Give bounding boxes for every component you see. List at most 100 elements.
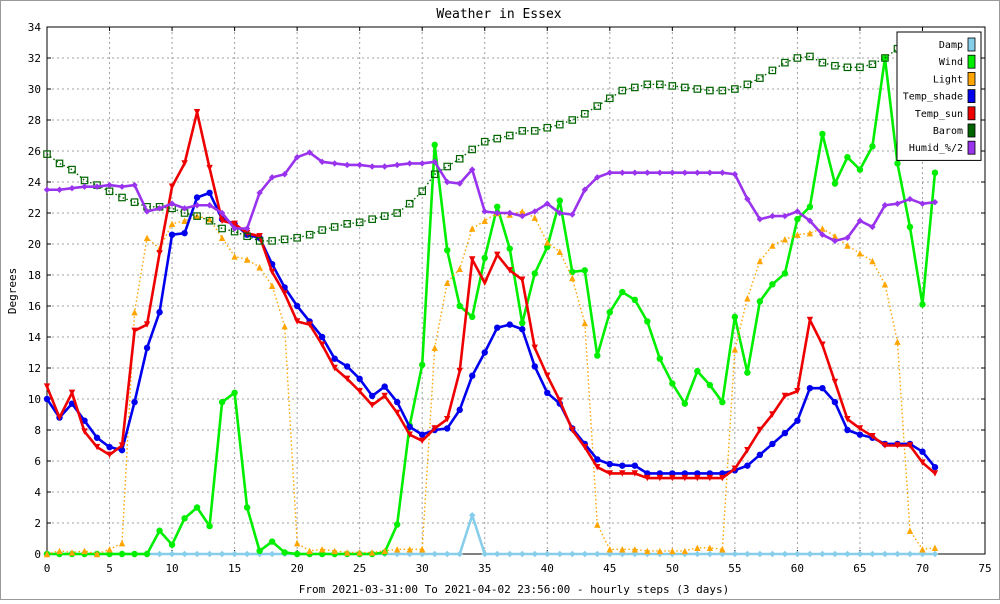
data-point — [268, 538, 276, 545]
data-point — [393, 398, 401, 406]
data-point — [694, 544, 701, 551]
data-point — [581, 319, 588, 327]
data-point — [831, 378, 839, 386]
data-point — [718, 86, 727, 95]
data-point — [268, 237, 276, 245]
data-point — [55, 159, 64, 168]
y-tick-label: 18 — [28, 269, 41, 282]
data-point — [656, 169, 664, 176]
data-point — [881, 281, 889, 288]
data-point — [606, 460, 613, 468]
legend-swatch — [967, 140, 976, 155]
data-point — [706, 544, 714, 551]
data-point — [568, 116, 577, 124]
data-point — [456, 180, 463, 187]
series-line-light — [46, 210, 936, 555]
data-point — [781, 212, 789, 220]
data-point — [819, 231, 826, 238]
data-point — [769, 550, 776, 558]
data-point — [556, 197, 563, 204]
data-point — [555, 120, 564, 129]
x-tick-label: 20 — [291, 562, 304, 575]
data-point — [444, 550, 451, 558]
data-point — [806, 217, 814, 224]
data-point — [631, 462, 639, 469]
data-point — [268, 282, 276, 290]
data-point — [381, 383, 388, 390]
data-point — [368, 402, 376, 409]
legend-swatch — [967, 89, 976, 103]
data-point — [43, 186, 51, 193]
data-point — [706, 169, 714, 176]
data-point — [243, 256, 251, 263]
data-point — [281, 549, 288, 556]
data-point — [506, 550, 513, 558]
data-point — [443, 162, 452, 171]
data-point — [869, 223, 876, 231]
data-point — [756, 74, 764, 82]
data-point — [456, 302, 463, 310]
data-point — [456, 550, 463, 558]
data-point — [181, 550, 188, 558]
data-point — [744, 550, 751, 558]
x-tick-label: 10 — [165, 562, 178, 575]
series-group — [43, 44, 939, 558]
data-point — [118, 539, 126, 547]
data-point — [343, 161, 351, 169]
data-point — [631, 169, 639, 176]
data-point — [131, 327, 138, 334]
data-point — [381, 392, 388, 400]
data-point — [631, 83, 639, 92]
data-point — [606, 169, 613, 176]
data-point — [631, 546, 639, 553]
data-point — [393, 546, 401, 553]
data-point — [393, 161, 401, 169]
data-point — [118, 550, 126, 558]
data-point — [656, 355, 664, 362]
data-point — [481, 550, 488, 558]
data-point — [593, 102, 602, 110]
data-point — [106, 181, 113, 189]
data-point — [894, 550, 901, 558]
data-point — [231, 253, 238, 260]
x-tick-label: 75 — [978, 562, 991, 575]
x-tick-label: 0 — [44, 562, 51, 575]
data-point — [781, 392, 789, 400]
data-point — [106, 443, 113, 451]
data-point — [293, 154, 301, 161]
data-point — [519, 550, 526, 558]
data-point — [481, 279, 488, 286]
data-point — [556, 209, 563, 217]
data-point — [193, 194, 201, 201]
data-point — [293, 539, 301, 547]
data-point — [206, 550, 213, 558]
data-point — [606, 470, 613, 477]
data-point — [81, 417, 88, 424]
data-point — [181, 205, 188, 212]
data-point — [856, 63, 864, 72]
data-point — [156, 527, 163, 534]
data-point — [80, 176, 89, 185]
data-point — [331, 355, 338, 362]
x-tick-label: 25 — [353, 562, 366, 575]
data-point — [331, 364, 338, 372]
data-point — [856, 217, 864, 224]
data-point — [181, 229, 188, 237]
data-point — [81, 183, 88, 190]
data-point — [631, 296, 639, 303]
data-point — [831, 61, 839, 70]
legend-label: Temp_sun — [915, 109, 963, 120]
y-tick-label: 6 — [34, 455, 41, 468]
data-point — [469, 225, 476, 232]
data-point — [243, 504, 251, 511]
data-point — [619, 169, 626, 176]
data-point — [444, 279, 451, 286]
data-point — [818, 58, 827, 67]
y-tick-label: 34 — [28, 21, 42, 34]
data-point — [569, 211, 576, 218]
data-point — [455, 154, 464, 163]
data-point — [206, 522, 213, 530]
data-point — [869, 550, 876, 558]
data-point — [756, 298, 764, 305]
data-point — [919, 459, 926, 466]
